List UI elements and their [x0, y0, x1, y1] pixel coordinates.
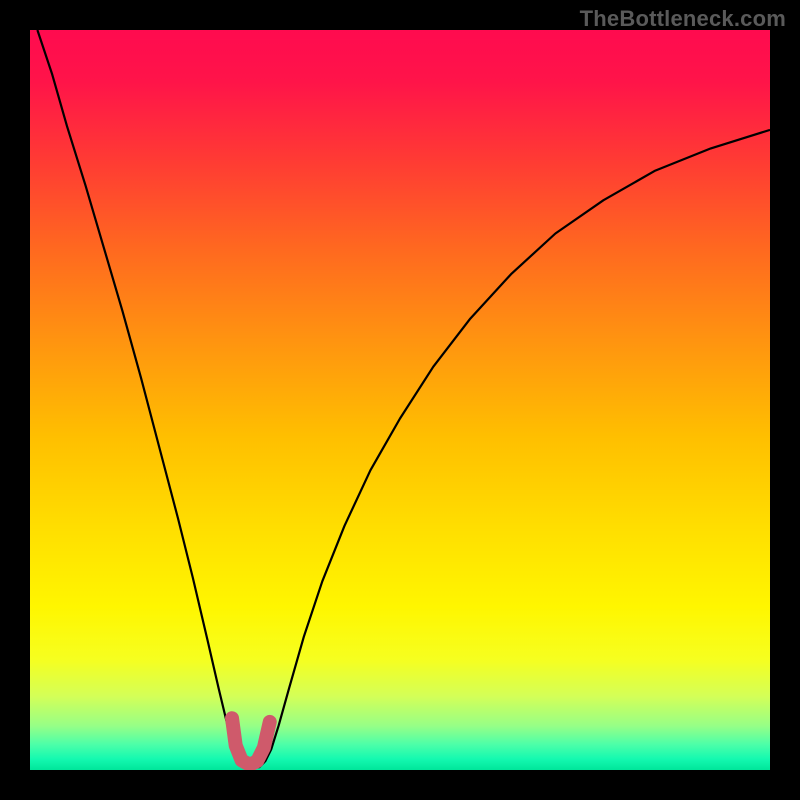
plot-svg: [30, 30, 770, 770]
gradient-background: [30, 30, 770, 770]
plot-area: [30, 30, 770, 770]
watermark-text: TheBottleneck.com: [580, 6, 786, 32]
chart-frame: TheBottleneck.com: [0, 0, 800, 800]
